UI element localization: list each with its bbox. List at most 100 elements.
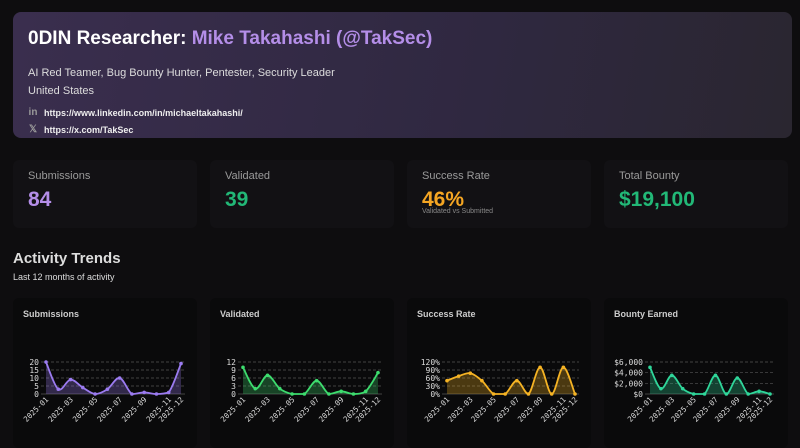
data-point[interactable] <box>713 373 718 378</box>
stat-validated: Validated 39 <box>210 160 394 228</box>
data-point[interactable] <box>515 378 519 383</box>
stat-submissions: Submissions 84 <box>13 160 197 228</box>
data-point[interactable] <box>130 392 134 396</box>
data-point[interactable] <box>573 392 577 396</box>
researcher-name: Mike Takahashi (@TakSec) <box>191 28 433 49</box>
data-point[interactable] <box>351 392 356 396</box>
data-point[interactable] <box>81 385 85 390</box>
data-point[interactable] <box>691 392 696 396</box>
y-tick-label: 0 <box>34 390 39 399</box>
data-point[interactable] <box>376 370 380 375</box>
data-point[interactable] <box>68 377 73 382</box>
data-point[interactable] <box>253 386 258 391</box>
data-point[interactable] <box>142 390 146 395</box>
data-point[interactable] <box>768 392 772 396</box>
x-icon: 𝕏 <box>28 124 38 135</box>
data-point[interactable] <box>241 365 245 370</box>
chart-bounty-earned: Bounty Earned $0 $2,000 $4,000 $6,000 2025-01… <box>604 298 788 448</box>
data-point[interactable] <box>265 373 270 378</box>
data-point[interactable] <box>503 392 507 396</box>
section-title: Activity Trends <box>13 250 121 267</box>
data-point[interactable] <box>480 378 484 383</box>
y-tick-label: 60% <box>426 374 441 383</box>
data-point[interactable] <box>105 387 110 391</box>
y-tick-label: 15 <box>29 366 39 375</box>
x-tick-label: 2025-03 <box>243 395 272 424</box>
data-point[interactable] <box>538 365 542 370</box>
data-point[interactable] <box>166 390 171 395</box>
stat-success-rate: Success Rate 46% Validated vs Submitted <box>407 160 591 228</box>
linkedin-link[interactable]: in https://www.linkedin.com/in/michaeltak… <box>28 107 243 118</box>
data-point[interactable] <box>561 365 566 370</box>
data-point[interactable] <box>659 386 663 391</box>
data-point[interactable] <box>302 392 307 396</box>
data-point[interactable] <box>327 392 331 396</box>
data-point[interactable] <box>757 389 761 394</box>
y-tick-label: 9 <box>231 366 236 375</box>
x-tick-label: 2025-07 <box>95 395 124 424</box>
linkedin-icon: in <box>28 107 38 118</box>
data-point[interactable] <box>735 376 740 380</box>
y-tick-label: 30% <box>426 382 441 391</box>
data-point[interactable] <box>526 392 531 396</box>
data-point[interactable] <box>648 365 652 370</box>
x-tick-label: 2025-03 <box>46 395 75 424</box>
y-tick-label: 10 <box>29 374 39 383</box>
y-tick-label: 0 <box>231 390 236 399</box>
page-title: 0DIN Researcher: Mike Takahashi (@TakSec… <box>28 28 433 49</box>
section-subtitle: Last 12 months of activity <box>13 272 115 282</box>
stat-total-bounty: Total Bounty $19,100 <box>604 160 788 228</box>
y-tick-label: 5 <box>34 382 39 391</box>
data-point[interactable] <box>290 392 294 396</box>
data-point[interactable] <box>278 386 282 391</box>
data-point[interactable] <box>456 374 461 378</box>
chart-validated: Validated 0 3 6 9 12 2025-01 2025-03 2025-05 2025… <box>210 298 394 448</box>
y-tick-label: 90% <box>426 366 441 375</box>
data-point[interactable] <box>491 392 496 396</box>
data-point[interactable] <box>746 392 750 396</box>
data-point[interactable] <box>468 371 473 375</box>
y-tick-label: $4,000 <box>614 369 643 378</box>
data-point[interactable] <box>670 373 674 378</box>
data-point[interactable] <box>549 392 554 396</box>
y-tick-label: 3 <box>231 382 236 391</box>
x-tick-label: 2025-05 <box>268 395 297 424</box>
chart-svg: $0$2,000$4,000$6,0002025-012025-032025-0… <box>614 358 774 424</box>
y-tick-label: 0% <box>430 390 440 399</box>
chart-success-rate: Success Rate 0% 30% 60% 90% 120% 2025-01 2025-0… <box>407 298 591 448</box>
researcher-bio: AI Red Teamer, Bug Bounty Hunter, Pentes… <box>28 67 335 79</box>
data-point[interactable] <box>680 386 685 391</box>
area-fill <box>650 367 770 394</box>
data-point[interactable] <box>314 378 319 383</box>
chart-svg: 0%30%60%90%120%2025-012025-032025-052025… <box>421 358 580 424</box>
y-tick-label: 20 <box>29 358 39 367</box>
x-tick-label: 2025-07 <box>292 395 321 424</box>
data-point[interactable] <box>179 361 183 366</box>
area-fill <box>447 367 575 394</box>
x-tick-label: 2025-01 <box>22 395 51 424</box>
data-point[interactable] <box>724 392 729 396</box>
y-tick-label: 120% <box>421 358 440 367</box>
data-point[interactable] <box>339 389 343 394</box>
x-tick-label: 2025-09 <box>317 395 346 424</box>
y-tick-label: 6 <box>231 374 236 383</box>
data-point[interactable] <box>44 360 48 364</box>
data-point[interactable] <box>56 387 61 391</box>
y-tick-label: $0 <box>633 390 643 399</box>
x-tick-label: 2025-09 <box>120 395 149 424</box>
y-tick-label: $6,000 <box>614 358 643 367</box>
data-point[interactable] <box>154 392 159 396</box>
researcher-header: 0DIN Researcher: Mike Takahashi (@TakSec… <box>13 12 792 138</box>
data-point[interactable] <box>702 392 707 396</box>
y-tick-label: 12 <box>226 358 236 367</box>
y-tick-label: $2,000 <box>614 379 643 388</box>
data-point[interactable] <box>363 389 368 394</box>
chart-submissions: Submissions 0 5 10 15 20 2025-01 2025-03 2025-05… <box>13 298 197 448</box>
area-fill <box>243 367 378 394</box>
data-point[interactable] <box>445 378 449 383</box>
x-tick-label: 2025-05 <box>71 395 100 424</box>
data-point[interactable] <box>93 392 97 396</box>
data-point[interactable] <box>117 376 122 380</box>
